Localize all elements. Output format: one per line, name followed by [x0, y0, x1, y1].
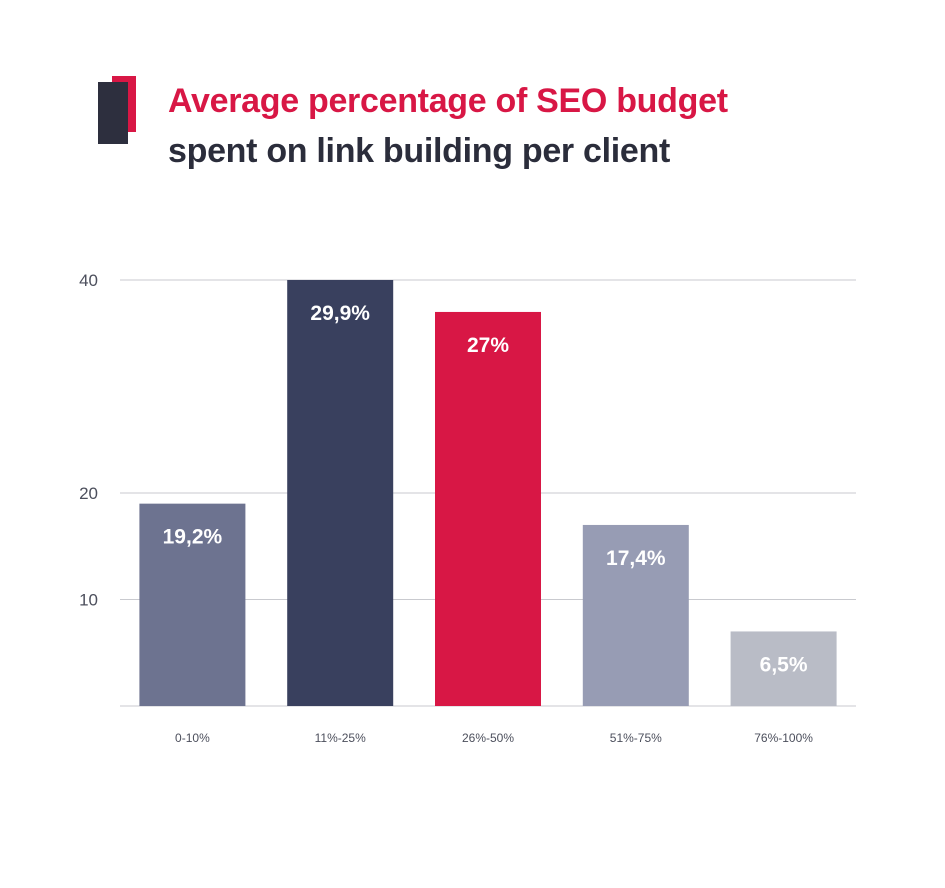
brand-bars-icon: [98, 76, 140, 146]
data-label: 29,9%: [310, 302, 370, 325]
bar-5: [730, 631, 837, 706]
data-label: 6,5%: [760, 653, 808, 676]
x-tick-label: 26%-50%: [462, 731, 514, 745]
x-tick-label: 11%-25%: [315, 731, 366, 745]
y-tick-label: 20: [79, 484, 98, 503]
y-tick-label: 40: [79, 271, 98, 290]
x-tick-label: 76%-100%: [754, 731, 813, 745]
data-label: 19,2%: [163, 526, 223, 549]
x-tick-label: 0-10%: [175, 731, 210, 745]
bar-4: [582, 524, 689, 706]
bar-3: [435, 311, 541, 706]
labels: 40 20 10 19,2% 0-10% 29,9% 11%-25% 27% 26%-50% 17…: [79, 271, 813, 745]
bar-1: [139, 503, 246, 706]
chart-title-line-2: spent on link building per client: [168, 132, 671, 170]
bars: [139, 280, 837, 706]
bar-2: [287, 280, 394, 706]
chart-title-line-1: Average percentage of SEO budget: [168, 82, 728, 120]
x-tick-label: 51%-75%: [610, 731, 662, 745]
y-tick-label: 10: [79, 591, 98, 610]
chart-title: Average percentage of SEO budget spent o…: [168, 76, 728, 176]
data-label: 17,4%: [606, 547, 666, 570]
data-label: 27%: [467, 334, 509, 357]
logo-front-bar: [98, 82, 128, 144]
